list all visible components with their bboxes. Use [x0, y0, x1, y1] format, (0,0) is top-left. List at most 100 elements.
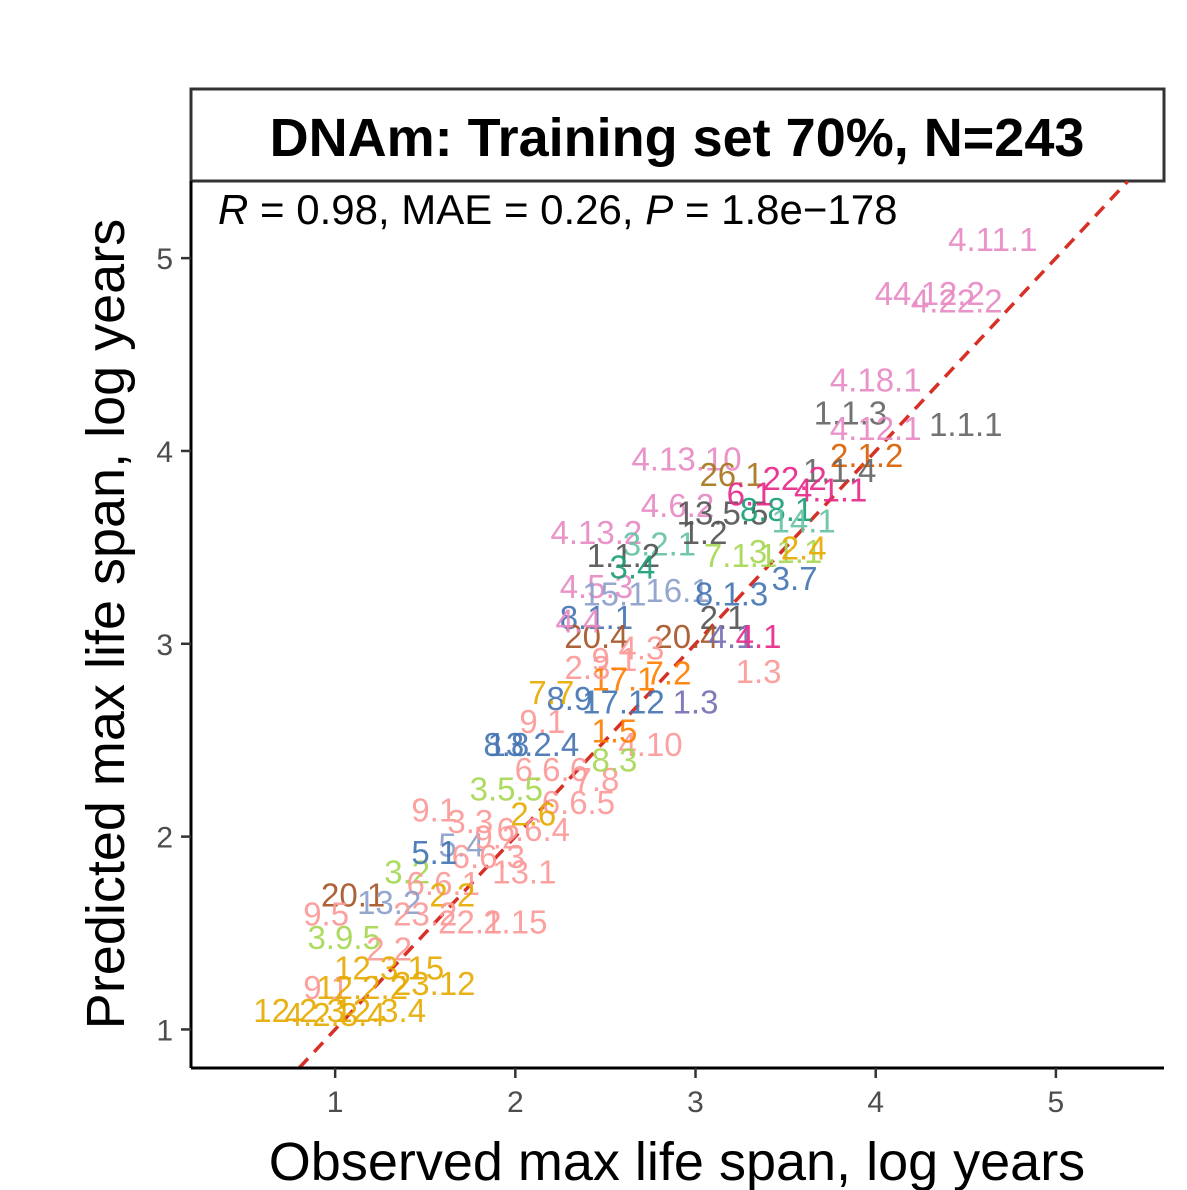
point-label: 7.1.1: [704, 537, 777, 574]
point-label: 4.13.2: [551, 514, 643, 551]
point-label: 1.2: [682, 514, 728, 551]
y-tick-label: 3: [156, 629, 173, 662]
point-label: 4.2.3.4: [285, 996, 386, 1033]
point-label: 2.3: [564, 649, 610, 686]
point-label: 4.4: [555, 603, 601, 640]
point-label: 4.18.1: [830, 362, 922, 399]
point-label: 1.1.3: [814, 394, 887, 431]
point-label: 7.7: [528, 674, 574, 711]
point-label: 4.10: [618, 726, 682, 763]
point-label: 4.11.1: [948, 221, 1037, 258]
p-value: = 1.8e−178: [673, 186, 897, 233]
point-label: 1.1.4: [803, 452, 876, 489]
y-axis-title: Predicted max life span, log years: [76, 219, 136, 1029]
y-axis-ticks: 1 2 3 4 5: [156, 243, 191, 1047]
point-label: 23.12: [393, 965, 476, 1002]
point-label: 44.12.2: [875, 275, 985, 312]
point-label: 3.9.5: [307, 919, 380, 956]
point-label: 13.2: [357, 884, 421, 921]
point-label: 4.1.1: [794, 472, 867, 509]
y-tick-label: 5: [156, 243, 173, 276]
point-label: 2.15: [483, 903, 547, 940]
point-label: 22.2: [763, 460, 827, 497]
point-label: 15.1: [582, 576, 646, 613]
data-points: 4.11.144.12.24.22.24.18.11.1.3 1.1.14.12.…: [253, 221, 1037, 1033]
point-label: 1.1.1: [929, 406, 1002, 443]
point-label: 9.1: [303, 969, 349, 1006]
point-label: 8.3: [591, 741, 637, 778]
point-label: 12.2.3: [253, 992, 345, 1029]
point-label: 8.8: [483, 726, 529, 763]
point-label: 20.4: [564, 618, 628, 655]
point-label: 17.1: [591, 660, 655, 697]
identity-reference-line: [297, 181, 1130, 1068]
point-label: 9.2: [474, 819, 520, 856]
point-label: 16.1: [645, 572, 709, 609]
point-label: 3.7: [772, 560, 818, 597]
point-label: 12.3.4: [334, 992, 426, 1029]
x-tick-label: 4: [867, 1086, 884, 1119]
point-label: 8.9: [546, 680, 592, 717]
point-label: 23.2: [393, 896, 457, 933]
point-label: 9.1: [411, 792, 457, 829]
point-label: 4.22.2: [911, 283, 1003, 320]
point-label: 8.1.3: [695, 576, 768, 613]
chart-title: DNAm: Training set 70%, N=243: [270, 108, 1085, 168]
point-label: 6.6.1: [407, 865, 480, 902]
point-label: 2.1: [700, 599, 746, 636]
point-label: 2.6: [510, 795, 556, 832]
point-label: 13.1: [492, 853, 556, 890]
x-tick-label: 1: [327, 1086, 344, 1119]
point-label: 6.6.4: [497, 811, 570, 848]
point-label: 6.6.3: [452, 838, 525, 875]
point-label: 4.13.10: [631, 441, 741, 478]
point-label: 26.1: [699, 456, 763, 493]
point-label: 8.1.1: [560, 599, 633, 636]
point-label: 13.2.4: [487, 726, 579, 763]
point-label: 9.1: [519, 703, 565, 740]
y-tick-label: 4: [156, 436, 173, 469]
point-label: 2.2: [366, 930, 412, 967]
point-label: 5.4: [438, 826, 484, 863]
point-label: 3.2: [384, 853, 430, 890]
point-label: 3.1.1: [749, 533, 822, 570]
x-tick-label: 5: [1048, 1086, 1065, 1119]
title-box: [189, 87, 1166, 183]
point-label: 4.3: [619, 630, 665, 667]
y-tick-label: 1: [156, 1014, 173, 1047]
point-label: 7.2: [646, 655, 692, 692]
point-label: 4.6.2: [641, 487, 714, 524]
r-mae-value: = 0.98, MAE = 0.26,: [248, 186, 645, 233]
point-label: 1.1.2: [587, 537, 660, 574]
point-label: 5.1: [411, 834, 457, 871]
point-label: 6.6.5: [542, 784, 615, 821]
point-label: 17.12: [582, 684, 665, 721]
point-label: 7.8: [573, 761, 619, 798]
point-label: 4.1: [736, 618, 782, 655]
point-label: 9.5: [303, 896, 349, 933]
y-tick-label: 2: [156, 822, 173, 855]
point-label: 3.2.1: [623, 526, 696, 563]
point-label: 20.4: [654, 618, 718, 655]
point-label: 12.3.15: [334, 950, 444, 987]
point-label: 1.3: [673, 684, 719, 721]
point-label: 9.1: [591, 641, 637, 678]
point-label: 12.2.2: [316, 969, 408, 1006]
point-label: 13.5.5: [677, 495, 769, 532]
x-axis-title: Observed max life span, log years: [269, 1132, 1085, 1190]
point-label: 14.1: [772, 502, 836, 539]
p-symbol: P: [645, 186, 673, 233]
point-label: 3.4: [610, 549, 656, 586]
point-label: 1.3: [736, 653, 782, 690]
point-label: 1.5: [591, 713, 637, 750]
point-label: 3.5.5: [470, 770, 543, 807]
point-label: 20.1: [321, 876, 385, 913]
stats-annotation: R = 0.98, MAE = 0.26, P = 1.8e−178: [218, 186, 898, 233]
point-label: 4.12.1: [830, 410, 922, 447]
point-label: 4.1: [709, 618, 755, 655]
point-label: 8.8.1: [740, 491, 813, 528]
r-symbol: R: [218, 186, 248, 233]
point-label: 2.2: [429, 876, 475, 913]
point-label: 2.1.2: [830, 437, 903, 474]
